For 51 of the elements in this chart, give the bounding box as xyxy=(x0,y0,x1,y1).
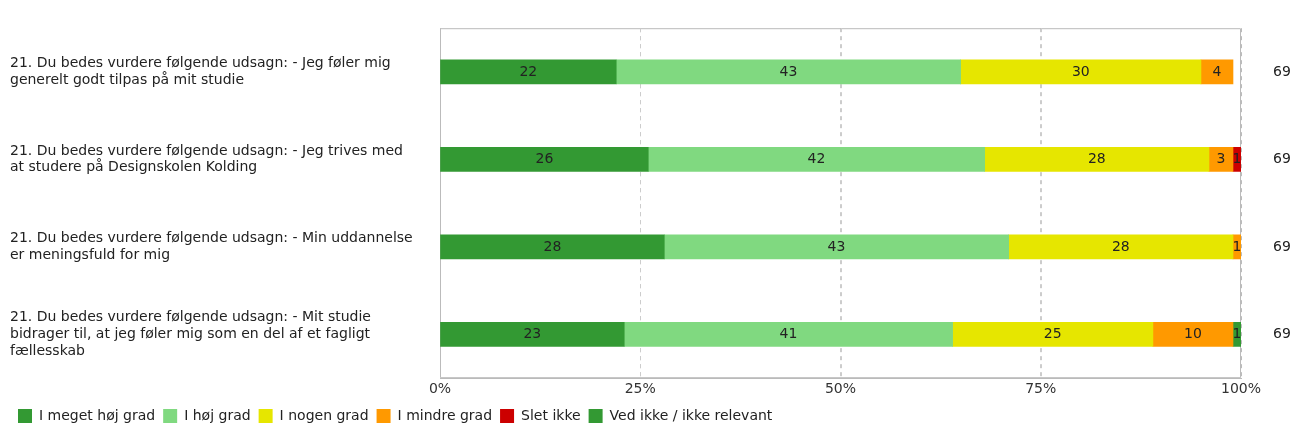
data-label: 4 xyxy=(1212,62,1222,79)
data-label: 23 xyxy=(523,325,542,342)
data-label: 30 xyxy=(1071,62,1090,79)
bar xyxy=(952,322,1154,347)
data-label: 28 xyxy=(1087,150,1106,167)
data-label: 43 xyxy=(779,62,798,79)
x-tick-label: 75% xyxy=(1025,380,1057,397)
bar xyxy=(984,147,1210,172)
data-label: 1 xyxy=(1232,237,1242,254)
bar xyxy=(440,234,665,260)
legend-label: I høj grad xyxy=(184,406,251,423)
bar xyxy=(440,322,625,347)
legend-label: Slet ikke xyxy=(521,406,581,423)
data-label: 3 xyxy=(1216,150,1226,167)
bar xyxy=(1208,147,1234,172)
text: 69 xyxy=(1273,62,1291,79)
x-tick-label: 50% xyxy=(824,380,857,397)
text: 69 xyxy=(1273,237,1291,254)
bar xyxy=(440,59,617,85)
data-label: 41 xyxy=(779,325,798,342)
data-label: 1 xyxy=(1232,150,1242,167)
bar xyxy=(440,147,649,172)
y-tick-label: 21. Du bedes vurdere følgende udsagn: - Mit studie bidrager til, at jeg føler mig som en del af et fagligt fællesskab xyxy=(10,308,371,358)
data-label: 43 xyxy=(827,237,846,254)
y-tick-label: 21. Du bedes vurdere følgende udsagn: - Jeg føler mig generelt godt tilpas på mit studie xyxy=(10,54,391,87)
x-tick-label: 0% xyxy=(428,380,452,397)
legend-label: I mindre grad xyxy=(397,406,493,423)
x-tick-label: 100% xyxy=(1220,380,1262,397)
bar xyxy=(1152,322,1234,347)
bar xyxy=(615,59,961,85)
data-label: 25 xyxy=(1043,325,1062,342)
data-label: 28 xyxy=(1111,237,1130,254)
bar xyxy=(663,234,1010,260)
text: 69 xyxy=(1273,150,1291,167)
bar xyxy=(960,59,1202,85)
text: 69 xyxy=(1273,325,1291,342)
data-label: 26 xyxy=(535,150,554,167)
data-label: 1 xyxy=(1232,325,1242,342)
bar xyxy=(1008,234,1234,260)
bar xyxy=(623,322,953,347)
y-tick-label: 21. Du bedes vurdere følgende udsagn: - Min uddannelse er meningsfuld for mig xyxy=(10,229,413,262)
bar xyxy=(647,147,986,172)
data-label: 22 xyxy=(519,62,538,79)
legend-label: Ved ikke / ikke relevant xyxy=(609,406,773,423)
legend-label: I nogen grad xyxy=(279,406,369,423)
data-label: 10 xyxy=(1184,325,1202,342)
data-label: 28 xyxy=(543,237,562,254)
y-tick-label: 21. Du bedes vurdere følgende udsagn: - Jeg trives med at studere på Designskolen Kolding xyxy=(10,141,404,175)
data-label: 42 xyxy=(807,150,826,167)
legend-label: I meget høj grad xyxy=(39,406,156,423)
x-tick-label: 25% xyxy=(624,380,656,397)
